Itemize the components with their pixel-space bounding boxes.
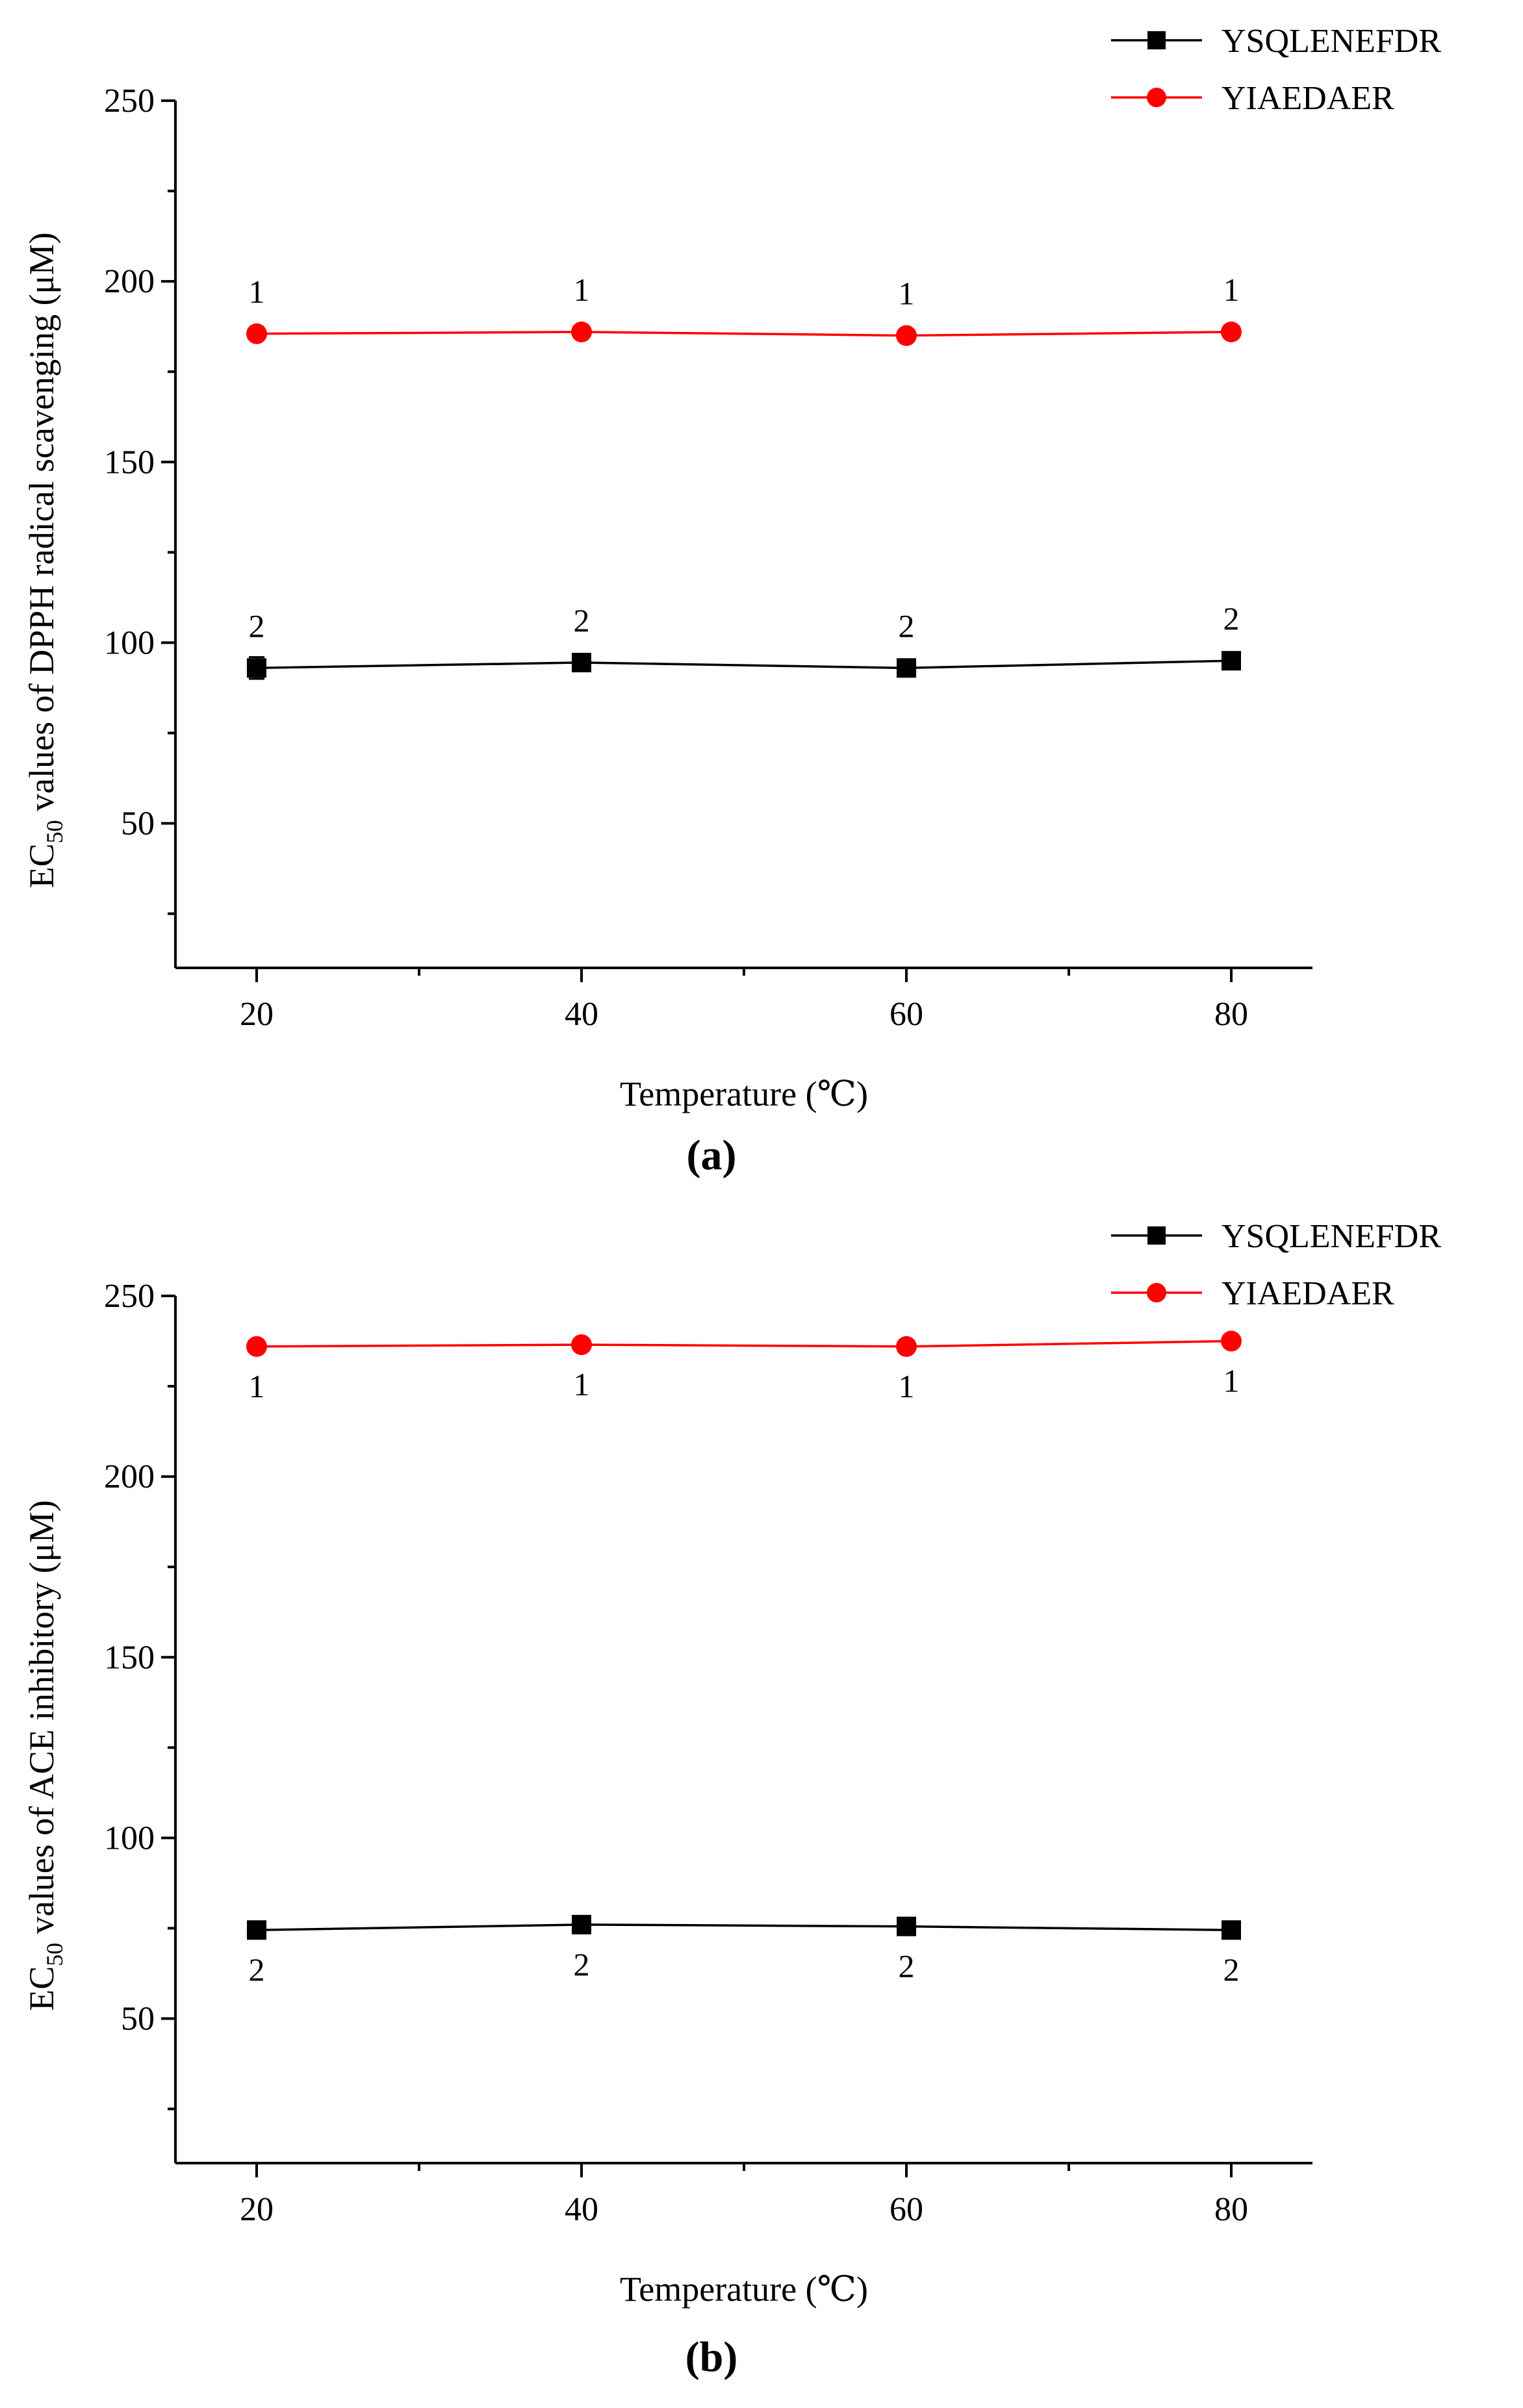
x-axis-title: Temperature (℃): [620, 2270, 868, 2309]
data-label: 1: [249, 273, 265, 310]
y-axis-title-subscript: 50: [42, 820, 68, 843]
data-label: 2: [574, 1946, 590, 1983]
data-label: 2: [1223, 1951, 1240, 1988]
y-axis-title-part: EC: [22, 1966, 61, 2011]
series-yiaedaer: 1 1 1 1: [246, 1330, 1242, 1404]
series-ysqlenefdr: 2 2 2 2: [247, 600, 1241, 680]
data-point: [1221, 1330, 1242, 1352]
y-tick-label: 150: [104, 444, 155, 481]
data-label: 2: [899, 607, 915, 644]
data-point: [571, 322, 592, 342]
data-point: [897, 658, 916, 678]
legend: YSQLENEFDR YIAEDAER: [1111, 23, 1441, 117]
y-axis-title-part: values of ACE inhibitory (μM): [22, 1500, 61, 1942]
data-point: [571, 1334, 592, 1356]
y-tick-label: 50: [121, 2001, 155, 2038]
legend-label: YSQLENEFDR: [1222, 23, 1441, 60]
y-axis-title: EC50 values of ACE inhibitory (μM): [22, 1500, 68, 2010]
x-tick-label: 60: [889, 2191, 923, 2228]
x-tick-label: 80: [1214, 996, 1248, 1033]
data-label: 2: [574, 602, 590, 639]
x-tick-label: 80: [1214, 2191, 1248, 2228]
legend-label: YIAEDAER: [1222, 80, 1394, 117]
legend-marker: [1147, 88, 1166, 107]
data-point: [572, 1914, 591, 1934]
legend: YSQLENEFDR YIAEDAER: [1111, 1218, 1441, 1312]
series-line: [256, 331, 1232, 337]
legend-marker: [1147, 31, 1166, 49]
legend-item: YIAEDAER: [1111, 80, 1394, 117]
y-tick-label: 250: [104, 1278, 155, 1315]
series-ysqlenefdr: 2 2 2 2: [247, 1914, 1241, 1988]
x-tick-label: 40: [565, 2191, 598, 2228]
y-axis-title: EC50 values of DPPH radical scavenging (…: [22, 233, 68, 889]
y-axis-title-part: values of DPPH radical scavenging (μM): [22, 233, 61, 820]
data-point: [247, 1920, 266, 1940]
legend-marker: [1147, 1283, 1166, 1302]
data-point: [1222, 1920, 1241, 1940]
data-point: [572, 652, 591, 672]
data-label: 1: [1223, 272, 1240, 308]
data-point: [246, 1336, 267, 1357]
legend-marker: [1147, 1226, 1166, 1245]
data-label: 1: [899, 1368, 915, 1404]
x-tick-label: 40: [565, 996, 598, 1033]
y-tick-label: 100: [104, 624, 155, 661]
x-tick-label: 20: [240, 2191, 274, 2228]
panel-label: (b): [685, 2333, 738, 2381]
data-label: 1: [574, 1366, 590, 1402]
data-point: [1221, 322, 1242, 342]
x-axis-title: Temperature (℃): [620, 1074, 868, 1113]
data-label: 1: [1223, 1363, 1240, 1399]
x-tick-label: 20: [240, 996, 274, 1033]
data-label: 2: [249, 607, 265, 644]
y-tick-label: 200: [104, 263, 155, 300]
data-point: [246, 323, 267, 344]
data-point: [1222, 651, 1241, 671]
data-label: 1: [899, 275, 915, 312]
data-point: [247, 658, 266, 678]
x-tick-label: 60: [889, 996, 923, 1033]
data-label: 2: [899, 1948, 915, 1984]
legend-label: YIAEDAER: [1222, 1275, 1394, 1312]
data-point: [896, 1336, 917, 1357]
data-point: [896, 325, 917, 346]
data-label: 2: [249, 1951, 265, 1988]
legend-label: YSQLENEFDR: [1222, 1218, 1441, 1255]
data-label: 1: [249, 1368, 265, 1404]
panel-label: (a): [687, 1132, 737, 1179]
series-line: [256, 659, 1232, 670]
y-tick-label: 50: [121, 805, 155, 843]
y-tick-label: 100: [104, 1819, 155, 1857]
y-axis-title-part: EC: [22, 843, 61, 888]
y-tick-label: 200: [104, 1458, 155, 1495]
data-point: [897, 1916, 916, 1936]
legend-item: YSQLENEFDR: [1111, 1218, 1441, 1255]
legend-item: YIAEDAER: [1111, 1275, 1394, 1312]
y-axis-title-subscript: 50: [42, 1943, 68, 1966]
data-label: 2: [1223, 600, 1240, 637]
y-tick-label: 150: [104, 1639, 155, 1676]
y-tick-label: 250: [104, 82, 155, 120]
legend-item: YSQLENEFDR: [1111, 23, 1441, 60]
series-line: [256, 1923, 1232, 1931]
data-label: 1: [574, 272, 590, 308]
series-yiaedaer: 1 1 1 1: [246, 272, 1242, 346]
series-line: [256, 1339, 1232, 1348]
